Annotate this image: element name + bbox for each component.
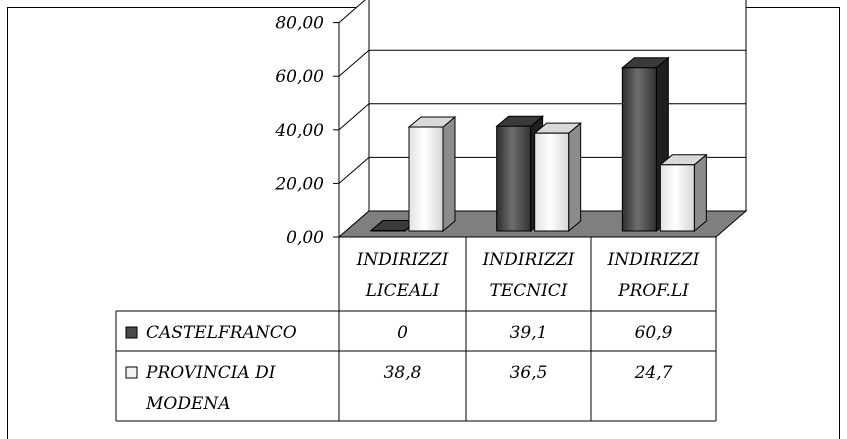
plot-area: 0,00 20,00 40,00 60,00 80,00 <box>274 0 748 248</box>
category-label: INDIRIZZI <box>482 250 575 270</box>
bar <box>534 132 570 232</box>
bar <box>621 67 657 232</box>
data-table: INDIRIZZI LICEALI INDIRIZZI TECNICI INDIRIZZ… <box>115 236 717 422</box>
data-label: 0 <box>397 323 408 343</box>
category-label: PROF.LI <box>617 281 689 301</box>
legend-key <box>125 366 138 379</box>
category-label: TECNICI <box>489 281 567 301</box>
bar <box>408 126 444 232</box>
data-label: 24,7 <box>634 363 673 383</box>
y-tick-label: 20,00 <box>274 174 324 194</box>
gridline-side <box>338 49 370 77</box>
bar <box>659 164 695 232</box>
series-label: PROVINCIA DI <box>145 363 276 383</box>
data-label: 36,5 <box>510 363 548 383</box>
series-label: MODENA <box>145 394 231 414</box>
bar-side <box>568 122 582 233</box>
y-tick-label: 60,00 <box>275 67 324 87</box>
bar-side <box>693 153 707 233</box>
data-label: 39,1 <box>510 323 548 343</box>
category-label: LICEALI <box>365 281 440 301</box>
category-label: INDIRIZZI <box>607 250 700 270</box>
gridline-side <box>338 157 370 184</box>
y-tick-label: 0,00 <box>286 228 324 248</box>
data-label: 38,8 <box>384 363 422 383</box>
bar <box>370 230 406 232</box>
series-label: CASTELFRANCO <box>146 323 297 343</box>
bar-side <box>442 115 456 233</box>
legend-key <box>125 326 138 339</box>
side-wall <box>338 0 370 239</box>
gridline-side <box>338 103 370 131</box>
y-tick-label: 40,00 <box>274 121 324 141</box>
bar <box>496 125 532 232</box>
data-label: 60,9 <box>635 323 673 343</box>
category-label: INDIRIZZI <box>356 250 449 270</box>
y-tick-label: 80,00 <box>275 14 324 34</box>
